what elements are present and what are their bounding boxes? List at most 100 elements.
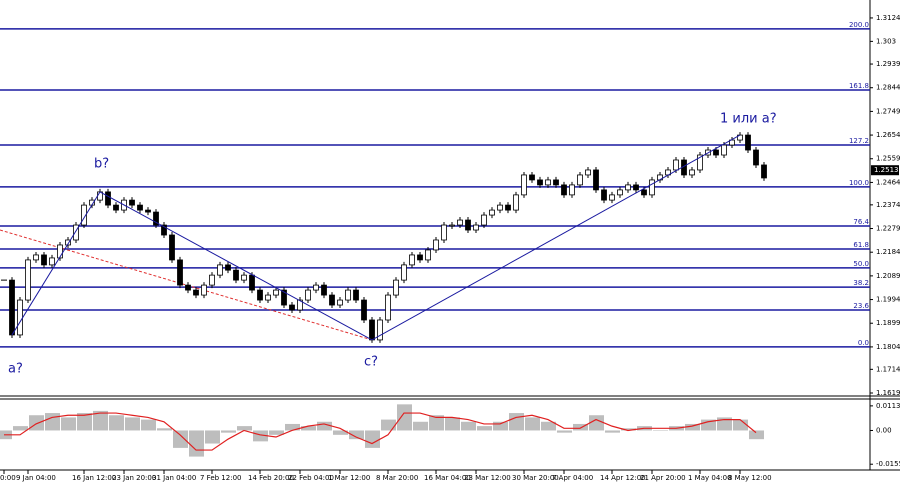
candle bbox=[481, 214, 487, 226]
y-tick-label: 1.3124 bbox=[876, 14, 900, 22]
candle bbox=[401, 264, 407, 281]
osc-bar bbox=[29, 415, 44, 431]
osc-signal bbox=[4, 412, 757, 451]
candle bbox=[649, 179, 655, 196]
candle bbox=[185, 284, 191, 291]
x-tick-label: 14 Feb 20:00 bbox=[248, 474, 294, 482]
osc-bar bbox=[493, 421, 508, 431]
osc-bar bbox=[589, 415, 604, 431]
fib-label: 23.6 bbox=[853, 302, 869, 310]
fib-label: 200.0 bbox=[849, 21, 869, 29]
candle bbox=[297, 299, 303, 311]
candle bbox=[625, 184, 631, 191]
candle bbox=[393, 279, 399, 296]
osc-bar bbox=[397, 404, 412, 431]
x-tick-label: 23 Mar 12:00 bbox=[464, 474, 511, 482]
candle bbox=[273, 289, 279, 296]
candle bbox=[33, 254, 39, 261]
candle bbox=[761, 164, 767, 179]
candle bbox=[321, 284, 327, 296]
candle bbox=[753, 149, 759, 166]
osc-bar bbox=[621, 428, 636, 431]
x-tick-label: 1 May 04:00 bbox=[688, 474, 732, 482]
osc-tick-label: 0.0113 bbox=[876, 402, 900, 410]
osc-bar bbox=[173, 430, 188, 448]
candle bbox=[369, 319, 375, 341]
last-price-box bbox=[871, 165, 899, 176]
candle bbox=[633, 184, 639, 191]
candle bbox=[65, 239, 71, 246]
x-tick-label: 0:00 bbox=[0, 474, 16, 482]
candle bbox=[417, 254, 423, 261]
osc-bar bbox=[253, 430, 268, 442]
candle bbox=[521, 174, 527, 196]
candle bbox=[553, 179, 559, 186]
osc-bar bbox=[509, 413, 524, 431]
candle bbox=[409, 254, 415, 266]
candle bbox=[281, 289, 287, 306]
x-tick-label: 16 Jan 12:00 bbox=[72, 474, 116, 482]
osc-bar bbox=[573, 423, 588, 431]
candle bbox=[289, 304, 295, 311]
candle bbox=[449, 224, 455, 227]
candle bbox=[241, 274, 247, 281]
candle bbox=[441, 224, 447, 241]
candle bbox=[129, 199, 135, 206]
osc-bar bbox=[189, 430, 204, 457]
x-tick-label: 30 Mar 20:00 bbox=[512, 474, 559, 482]
osc-bar bbox=[701, 419, 716, 431]
y-tick-label: 1.2844 bbox=[876, 84, 900, 92]
wave-line bbox=[371, 134, 741, 341]
wave-label: b? bbox=[94, 157, 109, 172]
x-tick-label: 7 Feb 12:00 bbox=[200, 474, 241, 482]
osc-bar bbox=[525, 417, 540, 431]
candle bbox=[457, 219, 463, 226]
osc-tick-label: -0.0155 bbox=[876, 460, 900, 468]
x-tick-label: 31 Jan 04:00 bbox=[152, 474, 196, 482]
x-tick-label: 8 Mar 20:00 bbox=[376, 474, 418, 482]
candle bbox=[593, 169, 599, 191]
x-tick-label: 14 Apr 12:00 bbox=[600, 474, 646, 482]
osc-bar bbox=[237, 426, 252, 431]
osc-bar bbox=[653, 430, 668, 431]
candle bbox=[25, 259, 31, 301]
fib-label: 100.0 bbox=[849, 179, 869, 187]
y-tick-label: 1.2939 bbox=[876, 60, 900, 68]
osc-bar bbox=[445, 417, 460, 431]
y-tick-label: 1.2749 bbox=[876, 107, 900, 115]
osc-bar bbox=[157, 428, 172, 431]
y-tick-label: 1.1899 bbox=[876, 319, 900, 327]
candle bbox=[745, 134, 751, 151]
candle bbox=[81, 204, 87, 226]
candle bbox=[265, 294, 271, 301]
candle bbox=[137, 204, 143, 211]
osc-bar bbox=[301, 426, 316, 431]
osc-bar bbox=[605, 430, 620, 433]
y-tick-label: 1.2089 bbox=[876, 272, 900, 280]
osc-bar bbox=[13, 426, 28, 431]
candle bbox=[145, 209, 151, 213]
osc-bar bbox=[61, 417, 76, 431]
candle bbox=[257, 289, 263, 301]
candle bbox=[641, 189, 647, 196]
candle bbox=[49, 257, 55, 266]
osc-bar bbox=[381, 419, 396, 431]
candle bbox=[529, 174, 535, 181]
x-tick-label: 8 May 12:00 bbox=[728, 474, 772, 482]
candle bbox=[153, 211, 159, 226]
osc-tick-label: 0.00 bbox=[876, 426, 892, 434]
fib-label: 127.2 bbox=[849, 137, 869, 145]
candle bbox=[329, 294, 335, 306]
candle bbox=[73, 224, 79, 241]
x-tick-label: 1 Mar 12:00 bbox=[328, 474, 370, 482]
candle bbox=[345, 289, 351, 301]
candle bbox=[569, 184, 575, 196]
candle bbox=[513, 194, 519, 211]
candle bbox=[473, 224, 479, 231]
candle bbox=[209, 274, 215, 286]
y-tick-label: 1.2184 bbox=[876, 248, 900, 256]
candle bbox=[41, 254, 47, 266]
candle bbox=[233, 269, 239, 281]
candle bbox=[337, 299, 343, 306]
candle bbox=[193, 289, 199, 296]
